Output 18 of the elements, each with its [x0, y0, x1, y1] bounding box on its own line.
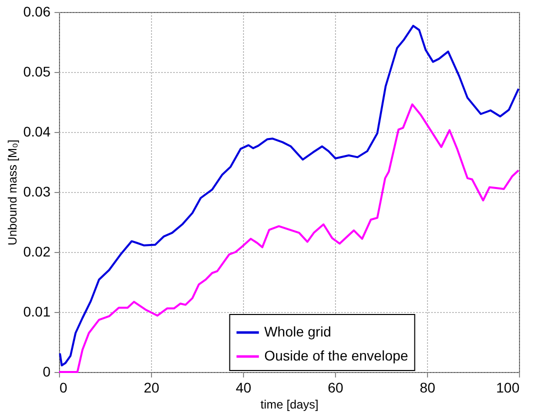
y-tick-label: 0: [42, 364, 51, 380]
y-tick-label: 0.05: [23, 64, 51, 80]
y-tick-label: 0.01: [23, 304, 51, 320]
x-tick-label: 80: [420, 380, 436, 396]
legend-label: Ouside of the envelope: [264, 348, 408, 364]
line-series: [58, 24, 520, 366]
x-tick-label: 20: [144, 380, 160, 396]
y-tick-label: 0.04: [23, 124, 51, 140]
x-tick-label: 0: [60, 380, 68, 396]
y-tick-label: 0.03: [23, 184, 51, 200]
y-tick-label: 0.06: [23, 4, 51, 20]
x-tick-label: 100: [496, 380, 520, 396]
y-tick-label: 0.02: [23, 244, 51, 260]
x-tick-label: 60: [328, 380, 344, 396]
y-axis-title: Unbound mass [M₀]: [5, 140, 20, 246]
x-axis-title: time [days]: [260, 398, 319, 412]
legend-label: Whole grid: [264, 324, 332, 340]
x-tick-label: 40: [236, 380, 252, 396]
